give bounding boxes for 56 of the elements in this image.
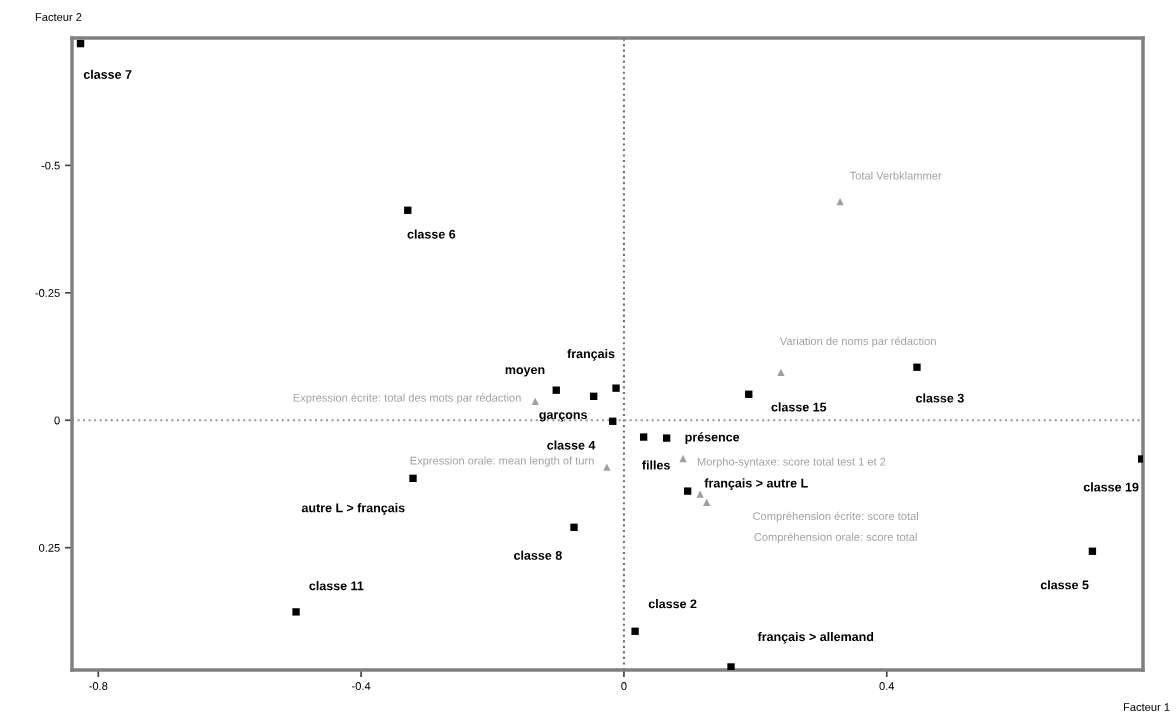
annotation: classe 2	[648, 599, 697, 609]
annotation: présence	[685, 432, 740, 444]
annotation: classe 11	[309, 581, 364, 591]
x-tick-label: -0.8	[89, 682, 108, 690]
annotation: français > allemand	[757, 631, 874, 644]
y-axis-title: Facteur 2	[35, 13, 82, 21]
point	[631, 627, 639, 635]
annotation: français	[567, 348, 615, 361]
point	[662, 434, 671, 442]
annotation: moyen	[505, 367, 545, 377]
point	[409, 474, 417, 483]
x-tick-label: -0.4	[352, 682, 371, 690]
point	[609, 417, 617, 425]
annotation: classe 5	[1040, 580, 1089, 590]
point	[552, 386, 560, 394]
annotation: classe 8	[514, 550, 562, 560]
point	[590, 392, 598, 400]
annotation: autre L > français	[301, 503, 405, 515]
annotation: Expression écrite: total des mots par rédaction	[293, 393, 521, 404]
annotation: français > autre L	[704, 478, 808, 490]
annotation: classe 19	[1083, 482, 1139, 492]
point	[531, 397, 539, 406]
point	[292, 608, 300, 616]
annotation: classe 3	[916, 393, 964, 403]
annotation: Expression orale: mean length of turn	[410, 456, 594, 467]
annotation: classe 4	[547, 440, 596, 450]
y-tick-label: 0.25	[39, 543, 60, 552]
annotation: classe 6	[407, 229, 456, 239]
point	[745, 390, 753, 398]
point	[570, 523, 578, 531]
point	[913, 363, 921, 371]
annotation: Morpho-syntaxe: score total test 1 et 2	[697, 457, 886, 468]
y-tick-label: 0	[54, 416, 60, 425]
point	[603, 463, 611, 471]
x-tick-label: 0	[621, 682, 627, 690]
annotation: Compréhension écrite: score total	[753, 511, 918, 523]
point	[639, 433, 648, 441]
x-axis-title: Facteur 1	[1123, 703, 1170, 711]
annotation: Compréhension orale: score total	[754, 532, 917, 544]
annotation: Total Verbklammer	[849, 171, 942, 180]
annotation: filles	[642, 460, 670, 470]
point	[703, 498, 711, 506]
y-tick-label: -0.25	[35, 289, 60, 297]
annotation: classe 7	[83, 69, 132, 79]
point	[612, 384, 620, 392]
point	[696, 490, 704, 498]
annotation: garçons	[539, 412, 587, 422]
annotation: Variation de noms par rédaction	[779, 336, 936, 348]
y-tick-label: -0.5	[41, 161, 60, 170]
point	[1088, 547, 1097, 555]
x-tick-label: 0.4	[879, 682, 895, 690]
point	[404, 206, 412, 214]
point	[76, 39, 85, 48]
point	[683, 487, 692, 495]
point	[727, 663, 735, 670]
annotation: classe 15	[771, 402, 827, 412]
